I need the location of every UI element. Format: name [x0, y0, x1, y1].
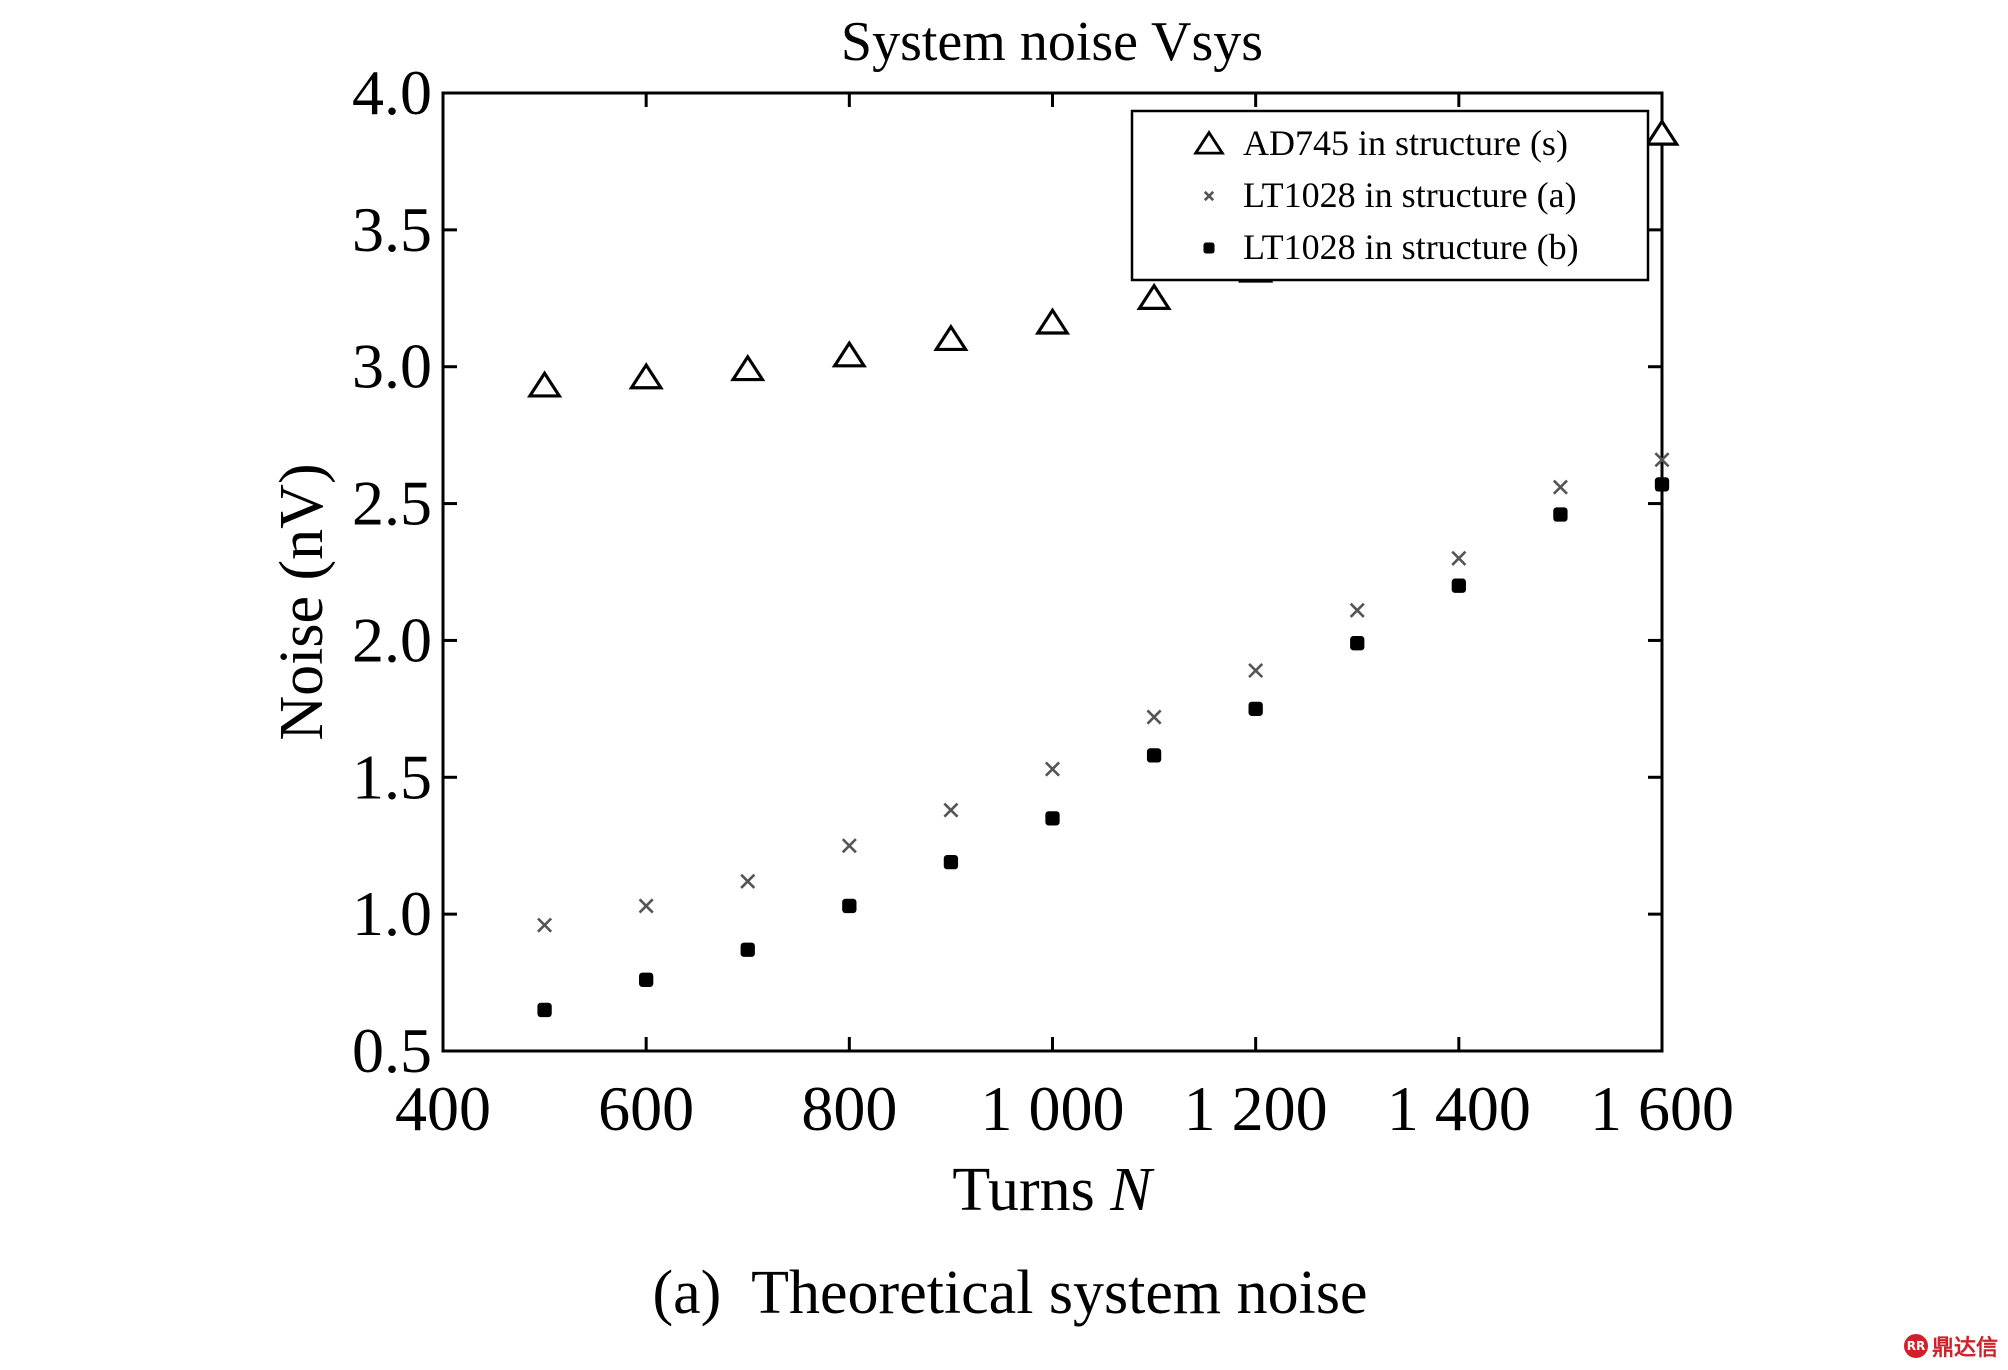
y-axis: 0.5 1.0 1.5 2.0 2.5 3.0 3.5 4.0: [352, 57, 1662, 1086]
data-point: [537, 1002, 552, 1018]
data-point: [1146, 709, 1162, 725]
legend-box: [1130, 109, 1650, 282]
legend-item: AD745 in structure (s): [1193, 123, 1568, 163]
legend-item: LT1028 in structure (a): [1203, 175, 1577, 215]
x-tick-label: 600: [598, 1073, 694, 1144]
legend-marker: [1203, 190, 1215, 202]
x-marker-stroke: [1349, 602, 1365, 618]
data-point: [1451, 550, 1467, 566]
legend-label: LT1028 in structure (b): [1243, 227, 1579, 267]
data-point: [1350, 636, 1365, 651]
legend-item: LT1028 in structure (b): [1203, 227, 1579, 267]
data-point: [1349, 602, 1365, 618]
data-point: [730, 353, 766, 382]
data-point: [1451, 578, 1466, 593]
data-point: [1034, 307, 1071, 335]
x-axis: 400 600 800 1 000 1 200 1 400 1 600: [395, 93, 1734, 1144]
watermark-logo-icon: RR: [1903, 1334, 1928, 1358]
x-marker-stroke: [943, 802, 959, 818]
data-point: [537, 917, 553, 933]
data-point: [1654, 477, 1670, 492]
x-marker-stroke: [1203, 190, 1215, 202]
figure-caption: (a) Theoretical system noise: [652, 1259, 1367, 1327]
x-tick-label: 1 000: [981, 1073, 1125, 1144]
x-marker-stroke: [638, 898, 654, 914]
data-point: [943, 802, 959, 818]
x-marker-stroke: [1044, 761, 1061, 777]
y-tick-label: 0.5: [352, 1015, 432, 1086]
y-tick-label: 1.0: [352, 878, 432, 949]
x-axis-title-variable: N: [1109, 1156, 1155, 1224]
y-tick-label: 4.0: [352, 57, 432, 128]
data-point: [1146, 748, 1162, 763]
legend: AD745 in structure (s) LT1028 in structur…: [1130, 109, 1650, 282]
data-point: [1136, 282, 1172, 310]
data-point: [1644, 118, 1680, 146]
chart-title: System noise Vsys: [841, 11, 1263, 73]
x-marker-stroke: [1146, 709, 1162, 725]
x-marker-stroke: [740, 873, 756, 889]
data-point: [526, 370, 563, 398]
legend-marker: [1203, 242, 1215, 254]
x-tick-label: 1 200: [1184, 1073, 1328, 1144]
legend-label: AD745 in structure (s): [1243, 123, 1568, 163]
data-point: [1248, 663, 1264, 679]
x-marker-stroke: [1654, 452, 1670, 468]
x-marker-stroke: [841, 838, 857, 854]
series-2: [537, 452, 1670, 933]
x-axis-title: Turns N: [952, 1156, 1155, 1224]
x-tick-label: 400: [395, 1073, 491, 1144]
x-marker-stroke: [1451, 550, 1467, 566]
data-point: [1552, 479, 1568, 495]
watermark: RR 鼎达信: [1903, 1330, 1998, 1362]
x-tick-label: 1 400: [1387, 1073, 1531, 1144]
x-marker-stroke: [1552, 479, 1568, 495]
x-tick-label: 800: [801, 1073, 897, 1144]
data-point: [638, 898, 654, 914]
watermark-text: 鼎达信: [1931, 1336, 1998, 1361]
x-marker-stroke: [1248, 663, 1264, 679]
data-point: [1654, 452, 1670, 468]
data-point: [740, 873, 756, 889]
data-point: [639, 972, 654, 987]
y-tick-label: 2.5: [352, 468, 432, 539]
data-point: [831, 340, 867, 368]
x-tick-label: 1 600: [1590, 1073, 1734, 1144]
data-point: [841, 838, 857, 854]
data-point: [628, 362, 664, 390]
data-point: [1248, 701, 1263, 717]
y-axis-title: Noise (nV): [268, 463, 336, 740]
data-point: [1553, 507, 1568, 522]
series-3: [537, 477, 1670, 1018]
data-point: [933, 323, 969, 351]
data-point: [842, 898, 857, 914]
data-point: [943, 854, 959, 870]
legend-marker: [1193, 129, 1225, 155]
x-marker-stroke: [537, 917, 553, 933]
data-point: [1044, 761, 1061, 777]
data-point: [1045, 811, 1060, 826]
y-tick-label: 1.5: [352, 741, 432, 812]
y-tick-label: 3.5: [352, 194, 432, 265]
legend-label: LT1028 in structure (a): [1243, 175, 1577, 215]
data-point: [740, 942, 755, 957]
y-tick-label: 2.0: [352, 604, 432, 675]
x-axis-title-text: Turns: [952, 1156, 1094, 1224]
y-tick-label: 3.0: [352, 331, 432, 402]
